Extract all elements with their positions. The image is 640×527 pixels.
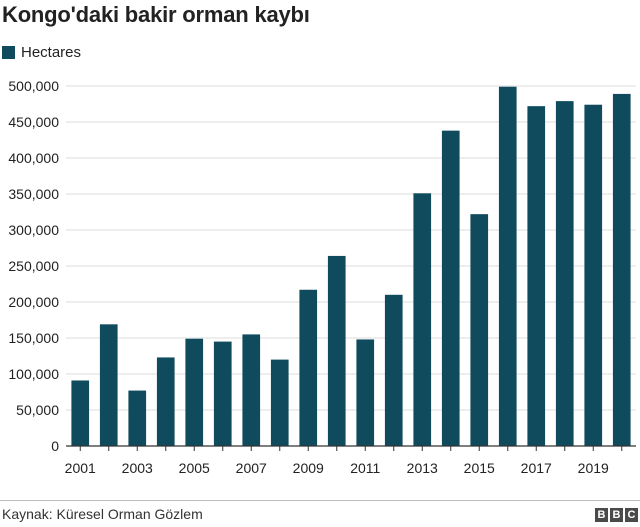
bar-2003 [128,390,147,446]
bbc-logo: B B C [595,508,638,522]
y-tick-label: 350,000 [8,186,59,202]
bar-2017 [527,106,546,446]
x-tick-label: 2007 [236,460,267,476]
bar-2016 [498,86,517,446]
source-note: Kaynak: Küresel Orman Gözlem [2,506,203,522]
bar-2013 [413,193,432,446]
y-tick-label: 450,000 [8,114,59,130]
bar-2010 [327,255,346,446]
grid-lines [66,85,636,411]
bar-2018 [555,101,574,447]
bar-2019 [584,104,603,446]
bar-2012 [384,294,403,446]
legend-label: Hectares [21,44,82,61]
x-tick-label: 2015 [464,460,495,476]
x-tick-label: 2011 [350,460,380,476]
y-tick-label: 50,000 [16,402,59,418]
footer-divider [0,500,640,501]
bar-2009 [299,289,318,446]
bar-2002 [99,324,118,446]
x-tick-label: 2003 [122,460,153,476]
y-axis-labels: 0 50,000 100,000 150,000 200,000 250,000 300,0… [8,78,59,454]
logo-letter-c: C [625,508,638,522]
bar-2020 [612,93,631,447]
logo-letter-b2: B [610,508,623,522]
bar-2005 [185,338,204,446]
x-tick-label: 2005 [179,460,210,476]
x-tick-label: 2019 [578,460,609,476]
y-tick-label: 0 [51,438,59,454]
x-tick-label: 2009 [293,460,324,476]
bar-2007 [242,334,261,446]
x-axis-labels: 2001 2003 2005 2007 2009 2011 2013 2015 2017 2019 [65,460,609,476]
logo-letter-b1: B [595,508,608,522]
bar-2004 [156,357,175,446]
x-tick-label: 2013 [407,460,438,476]
bar-2011 [356,339,375,446]
bar-2015 [470,214,489,446]
bar-2001 [71,380,90,446]
legend-swatch [2,46,15,59]
y-tick-label: 300,000 [8,222,59,238]
bar-2014 [441,130,460,446]
bars [71,86,631,447]
bar-2008 [270,359,289,446]
y-tick-label: 250,000 [8,258,59,274]
x-tick-label: 2017 [521,460,552,476]
legend: Hectares [2,44,81,61]
bar-chart: 0 50,000 100,000 150,000 200,000 250,000 300,0… [8,78,636,476]
chart-title: Kongo'daki bakir orman kaybı [2,2,310,27]
y-tick-label: 500,000 [8,78,59,94]
y-tick-label: 100,000 [8,366,59,382]
x-tick-label: 2001 [65,460,96,476]
y-tick-label: 400,000 [8,150,59,166]
y-tick-label: 200,000 [8,294,59,310]
y-tick-label: 150,000 [8,330,59,346]
bar-2006 [213,341,232,446]
x-axis [66,445,636,451]
